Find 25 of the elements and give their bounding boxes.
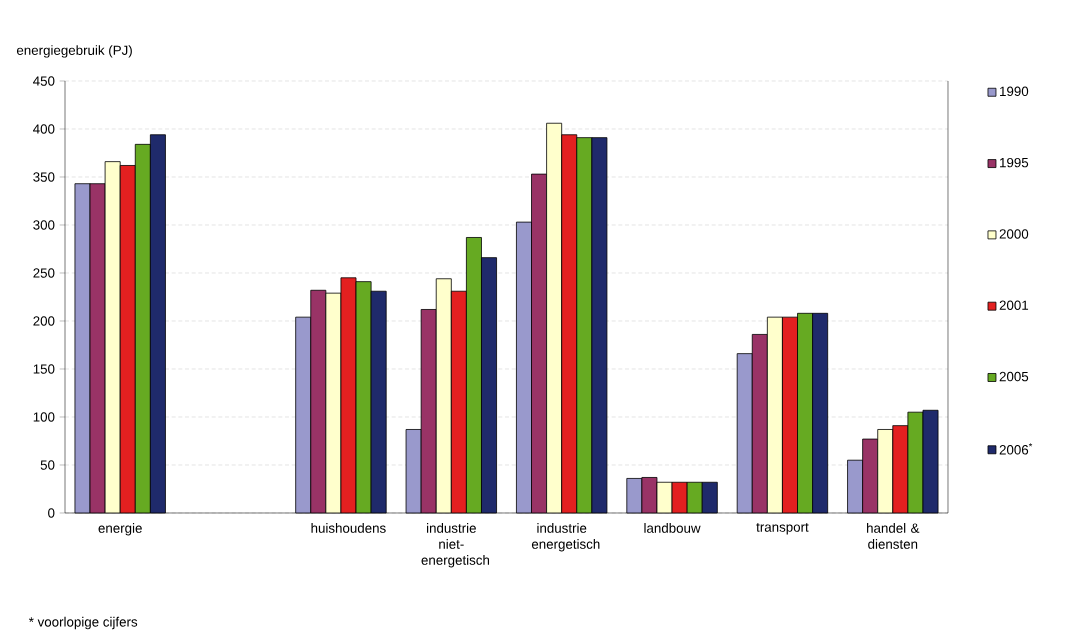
y-tick-label: 250 [33, 268, 55, 278]
legend-label: 1995 [1000, 157, 1029, 168]
y-tick-label: 200 [33, 316, 55, 326]
legend-label: 2006$^{*}$ [999, 443, 1033, 455]
y-tick-label: 0 [48, 508, 55, 518]
y-tick-label: 150 [33, 364, 55, 374]
x-tick-label: landbouw [644, 523, 701, 533]
legend-label: 2000 [999, 229, 1029, 239]
y-tick-label: 400 [33, 124, 55, 134]
y-tick-label: 300 [33, 220, 55, 230]
x-tick-label: industrie niet-energetisch [421, 523, 490, 568]
legend-label: 1990 [1000, 86, 1029, 97]
x-tick-label: transport [756, 523, 809, 535]
y-tick-label: 450 [33, 76, 55, 86]
y-tick-label: 100 [33, 412, 55, 422]
x-tick-label: energie [98, 523, 142, 536]
x-tick-label: huishoudens [311, 523, 386, 533]
y-tick-label: 350 [33, 172, 55, 182]
x-tick-label: handel & diensten [867, 523, 920, 549]
y-tick-label: 50 [40, 460, 55, 470]
text: * voorlopige cijfers [28, 616, 138, 630]
legend-label: 2001 [999, 300, 1029, 310]
y-axis-title: energiegebruik (PJ) [16, 45, 132, 58]
x-tick-label: industrie energetisch [531, 523, 600, 552]
legend-label: 2005 [999, 371, 1029, 382]
